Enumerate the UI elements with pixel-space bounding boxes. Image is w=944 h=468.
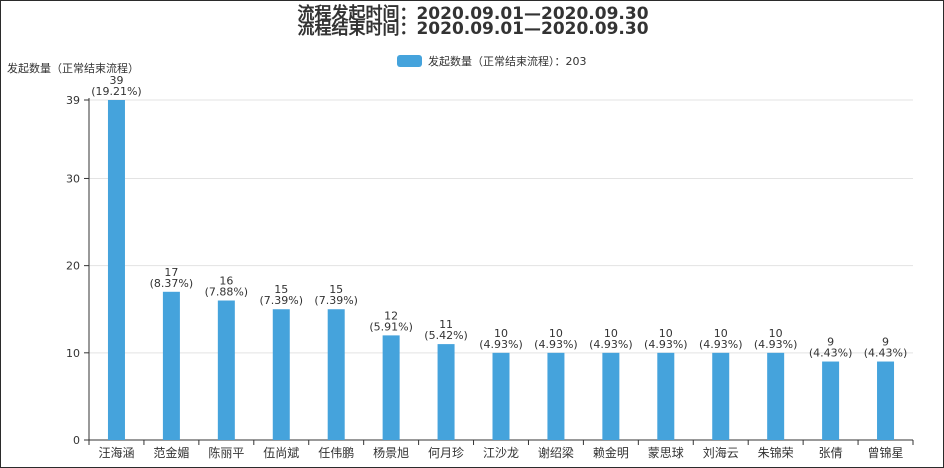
legend-label: 发起数量（正常结束流程）：203 (428, 53, 587, 69)
bar[interactable] (657, 352, 675, 440)
bar-value-label: 39 (109, 74, 123, 87)
y-tick-label: 0 (73, 434, 80, 447)
bar-value-label: 12 (384, 309, 398, 322)
x-tick-label: 谢绍梁 (538, 445, 574, 460)
y-tick-label: 10 (66, 347, 80, 360)
bar-percent-label: (8.37%) (150, 277, 194, 290)
y-tick-label: 20 (66, 260, 80, 273)
bar-percent-label: (4.93%) (644, 338, 688, 351)
bar-value-label: 16 (219, 275, 233, 288)
bar[interactable] (492, 352, 510, 440)
legend[interactable]: 发起数量（正常结束流程）：203 (397, 54, 587, 68)
bar-percent-label: (4.93%) (754, 338, 798, 351)
bar-percent-label: (4.93%) (699, 338, 743, 351)
x-tick-label: 杨景旭 (373, 445, 409, 460)
bar-value-label: 9 (827, 336, 834, 349)
bar-percent-label: (4.93%) (589, 338, 633, 351)
legend-total: 203 (565, 55, 587, 68)
bar-value-label: 15 (274, 283, 288, 296)
chart-title-start: 流程发起时间：2020.09.01—2020.09.30 (297, 4, 649, 24)
x-tick-label: 江沙龙 (483, 446, 519, 460)
x-tick-label: 蒙思球 (648, 446, 684, 460)
bar-percent-label: (4.43%) (809, 347, 853, 360)
bar-value-label: 10 (604, 327, 618, 340)
bar-value-label: 10 (549, 327, 563, 340)
bar-percent-label: (5.91%) (369, 320, 413, 333)
bar[interactable] (107, 100, 125, 440)
bar[interactable] (877, 361, 895, 440)
chart-title-end: 流程结束时间：2020.09.01—2020.09.30 (297, 19, 649, 39)
y-tick-label: 39 (66, 94, 80, 107)
bar[interactable] (162, 291, 180, 440)
y-axis-label: 发起数量（正常结束流程） (7, 62, 139, 75)
x-tick-label: 任伟鹏 (318, 446, 354, 460)
bar[interactable] (272, 309, 290, 440)
bar-value-label: 11 (439, 318, 453, 331)
bar-percent-label: (7.39%) (314, 294, 358, 307)
bar[interactable] (217, 300, 235, 440)
x-tick-label: 何月珍 (428, 446, 464, 460)
x-tick-label: 张倩 (819, 446, 843, 460)
bar-value-label: 10 (714, 327, 728, 340)
bar[interactable] (437, 344, 455, 440)
x-tick-label: 陈丽平 (208, 445, 244, 460)
x-tick-label: 赖金明 (593, 445, 629, 460)
x-tick-label: 刘海云 (703, 445, 739, 460)
bar-percent-label: (4.43%) (864, 347, 908, 360)
bar-value-label: 17 (164, 266, 178, 279)
bar-percent-label: (7.39%) (260, 294, 304, 307)
x-tick-label: 汪海涵 (98, 445, 134, 460)
bar-value-label: 10 (659, 327, 673, 340)
bar-percent-label: (19.21%) (91, 85, 142, 98)
bar-percent-label: (7.88%) (205, 286, 249, 299)
x-tick-label: 朱锦荣 (758, 446, 794, 460)
x-tick-label: 伍尚斌 (263, 446, 299, 460)
bar[interactable] (712, 352, 730, 440)
bar[interactable] (767, 352, 785, 440)
y-tick-label: 30 (66, 172, 80, 185)
legend-separator: ： (554, 55, 566, 68)
legend-series-name: 发起数量（正常结束流程） (428, 55, 555, 68)
bar-percent-label: (4.93%) (479, 338, 523, 351)
bar-value-label: 15 (329, 283, 343, 296)
bar[interactable] (547, 352, 565, 440)
legend-swatch (397, 55, 422, 67)
bar-value-label: 10 (769, 327, 783, 340)
x-tick-label: 范金媚 (153, 445, 189, 460)
bar-value-label: 9 (882, 336, 889, 349)
bar[interactable] (327, 309, 345, 440)
bar[interactable] (822, 361, 840, 440)
bar-percent-label: (4.93%) (534, 338, 578, 351)
bar-value-label: 10 (494, 327, 508, 340)
bar[interactable] (382, 335, 400, 440)
bar-percent-label: (5.42%) (424, 329, 468, 342)
x-tick-label: 曾锦星 (868, 446, 904, 460)
bar[interactable] (602, 352, 620, 440)
